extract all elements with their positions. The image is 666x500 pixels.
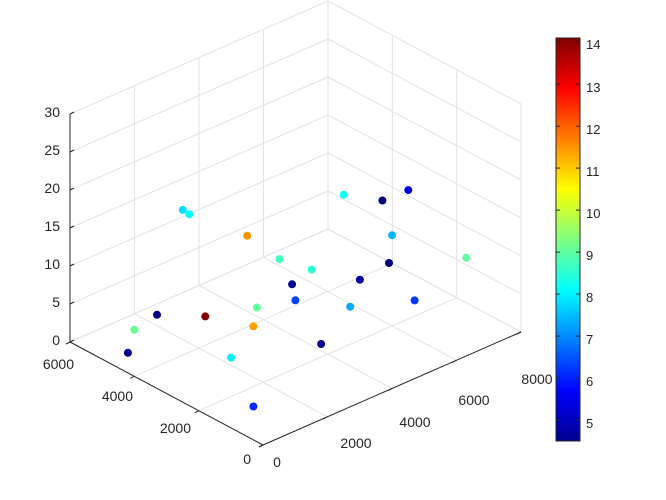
x-axis-ticks: 0 2000 4000 6000 8000 <box>273 371 553 470</box>
z-tick-label: 25 <box>44 142 60 158</box>
y-tick-label: 6000 <box>43 356 74 372</box>
grid-line <box>69 76 329 191</box>
scatter-point <box>385 259 393 267</box>
colorbar-tick-label: 9 <box>586 248 593 263</box>
x-tick-label: 2000 <box>340 435 371 451</box>
grid-line <box>327 228 522 333</box>
x-tick-mark <box>516 331 522 335</box>
x-tick-label: 0 <box>273 454 281 470</box>
y-tick-mark <box>65 341 71 345</box>
colorbar-tick-label: 10 <box>586 206 600 221</box>
z-tick-label: 20 <box>44 180 60 196</box>
grid-line <box>69 152 329 267</box>
scatter-point <box>252 303 261 312</box>
z-tick-mark <box>69 187 75 191</box>
grid-line <box>327 152 522 257</box>
scatter-point <box>243 231 252 240</box>
scatter-point <box>227 353 235 362</box>
z-tick-mark <box>69 225 75 229</box>
z-tick-mark <box>69 301 75 305</box>
grid-line <box>69 190 329 305</box>
scatter-point <box>275 255 284 264</box>
scatter-point <box>317 340 326 348</box>
y-tick-mark <box>194 410 199 414</box>
colorbar: 5 6 7 8 9 10 11 12 13 14 <box>555 37 600 442</box>
axes-lines <box>65 111 522 448</box>
colorbar-tick-label: 6 <box>586 374 593 389</box>
x-tick-label: 8000 <box>521 371 552 387</box>
scatter-point <box>130 325 139 334</box>
scatter-point <box>178 205 187 214</box>
y-tick-label: 2000 <box>160 420 191 436</box>
z-tick-mark <box>69 263 75 267</box>
colorbar-tick-label: 11 <box>586 164 600 179</box>
scatter-point <box>462 253 471 262</box>
colorbar-tick-label: 14 <box>586 37 600 52</box>
z-tick-mark <box>69 111 75 115</box>
grid-line <box>69 38 329 153</box>
scatter-point <box>410 296 419 305</box>
grid-line <box>134 262 393 377</box>
scatter-point <box>388 231 397 240</box>
scatter-point <box>288 280 297 289</box>
x-tick-mark <box>387 388 393 391</box>
scatter-point <box>339 190 348 199</box>
colorbar-tick-label: 13 <box>586 80 600 95</box>
grid-line <box>198 285 393 389</box>
grid-line <box>327 38 522 143</box>
x-tick-mark <box>452 359 457 363</box>
y-tick-mark <box>258 444 264 448</box>
scatter-points <box>123 186 471 411</box>
grid-line <box>134 313 328 418</box>
scatter-point <box>378 196 387 205</box>
grid-line <box>69 228 329 343</box>
grid-line <box>263 256 457 361</box>
x-tick-label: 6000 <box>458 392 489 408</box>
colorbar-tick-label: 7 <box>586 332 593 347</box>
z-tick-mark <box>69 339 75 343</box>
scatter-point <box>346 302 355 311</box>
grid-line <box>327 190 522 295</box>
scatter-point <box>355 275 364 284</box>
z-tick-label: 10 <box>44 256 60 272</box>
scatter-point <box>307 265 316 274</box>
y-tick-mark <box>130 375 135 379</box>
z-tick-label: 15 <box>44 218 60 234</box>
colorbar-gradient <box>555 37 581 442</box>
z-tick-label: 30 <box>44 104 60 120</box>
y-axis-ticks: 0 2000 4000 6000 <box>43 356 251 467</box>
grid-line <box>327 76 522 181</box>
z-tick-mark <box>69 149 75 153</box>
grid-line <box>69 0 329 115</box>
scatter-point <box>249 402 258 411</box>
y-axis-line <box>69 341 264 446</box>
z-axis-ticks: 0 5 10 15 20 25 30 <box>44 104 60 348</box>
y-tick-label: 0 <box>243 451 251 467</box>
scatter-point <box>249 322 258 331</box>
scatter-point <box>201 312 210 321</box>
colorbar-tick-label: 5 <box>586 416 593 431</box>
colorbar-ticks <box>556 41 580 421</box>
grid-line <box>327 114 522 219</box>
scatter-point <box>123 348 132 357</box>
x-tick-label: 4000 <box>399 414 430 430</box>
grid-line <box>69 114 329 229</box>
scatter-point <box>185 210 194 219</box>
scatter-point <box>291 296 300 305</box>
grid-line <box>198 297 457 412</box>
x-tick-mark <box>323 416 328 420</box>
y-tick-label: 4000 <box>102 388 133 404</box>
colorbar-tick-label: 8 <box>586 290 593 305</box>
z-tick-label: 5 <box>52 294 60 310</box>
colorbar-tick-label: 12 <box>586 122 600 137</box>
z-tick-label: 0 <box>52 332 60 348</box>
scatter-point <box>153 310 161 319</box>
grid-line <box>327 0 522 105</box>
scatter-point <box>404 186 413 195</box>
